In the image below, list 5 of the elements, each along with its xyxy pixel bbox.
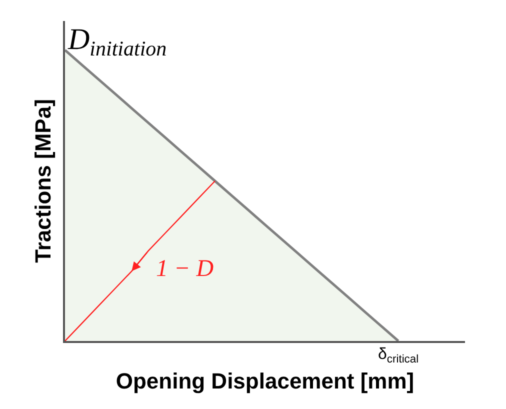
text: δ$_{critical}$ <box>378 346 419 366</box>
y-axis-title: Tractions [MPa] <box>30 99 56 263</box>
x-axis-title: Opening Displacement [mm] <box>116 368 414 394</box>
annotation: D$_{initiation}$ <box>67 23 167 60</box>
annotation: 1 − D <box>156 256 214 282</box>
